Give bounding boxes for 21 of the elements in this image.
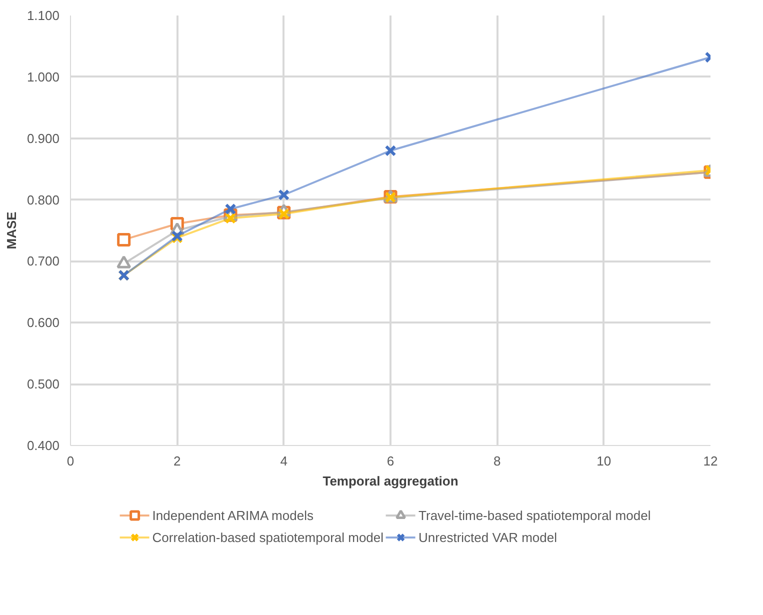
x-tick-label: 10 — [596, 454, 612, 468]
x-tick-label: 2 — [174, 454, 181, 468]
legend-label: Travel-time-based spatiotemporal model — [418, 508, 651, 522]
y-tick-label: 1.000 — [26, 69, 60, 84]
y-tick-label: 0.600 — [26, 315, 60, 330]
y-tick-label: 1.100 — [26, 8, 60, 23]
y-tick-label: 0.500 — [26, 376, 60, 392]
legend-label: Unrestricted VAR model — [418, 530, 558, 544]
legend-label: Independent ARIMA models — [152, 508, 314, 522]
y-tick-label: 0.700 — [26, 254, 60, 269]
x-tick-label: 6 — [386, 454, 394, 468]
y-tick-label: 0.400 — [26, 438, 60, 453]
y-tick-label: 0.800 — [26, 192, 60, 208]
x-tick-label: 4 — [280, 454, 288, 468]
x-tick-label: 8 — [494, 454, 501, 468]
x-axis-title: Temporal aggregation — [322, 474, 458, 488]
legend-label: Correlation-based spatiotemporal model — [152, 530, 384, 544]
y-axis-title: MASE — [4, 211, 19, 250]
x-tick-label: 0 — [66, 454, 74, 468]
x-tick-label: 12 — [703, 454, 718, 468]
y-tick-label: 0.900 — [26, 130, 60, 146]
